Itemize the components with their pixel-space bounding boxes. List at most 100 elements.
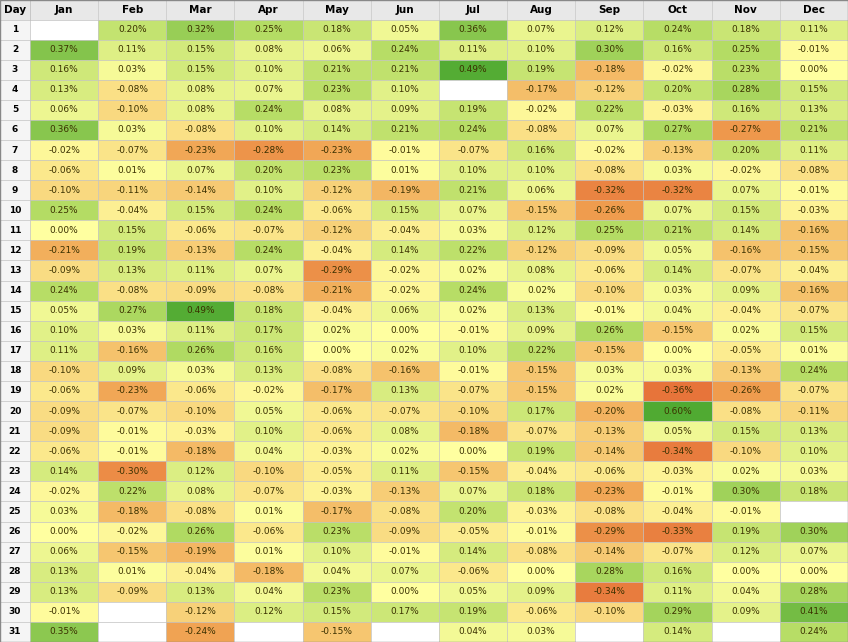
- Bar: [711, 261, 780, 281]
- Text: 0.15%: 0.15%: [731, 206, 760, 215]
- Bar: [371, 521, 439, 542]
- Bar: [507, 60, 575, 80]
- Text: -0.34%: -0.34%: [661, 447, 694, 456]
- Bar: [30, 602, 98, 622]
- Text: -0.07%: -0.07%: [457, 386, 489, 395]
- Bar: [303, 300, 371, 321]
- Text: 0.00%: 0.00%: [663, 346, 692, 355]
- Bar: [166, 100, 235, 120]
- Bar: [98, 19, 166, 40]
- Text: -0.01%: -0.01%: [457, 326, 489, 335]
- Bar: [371, 120, 439, 140]
- Bar: [439, 120, 507, 140]
- Bar: [166, 622, 235, 642]
- Text: -0.18%: -0.18%: [457, 427, 489, 436]
- Text: 0.15%: 0.15%: [118, 226, 147, 235]
- Bar: [780, 461, 848, 482]
- Text: 18: 18: [8, 367, 21, 376]
- Bar: [711, 482, 780, 501]
- Text: -0.04%: -0.04%: [389, 226, 421, 235]
- Bar: [166, 602, 235, 622]
- Bar: [98, 160, 166, 180]
- Bar: [30, 401, 98, 421]
- Text: 0.22%: 0.22%: [459, 246, 488, 255]
- Bar: [98, 261, 166, 281]
- Text: 0.04%: 0.04%: [459, 627, 488, 636]
- Bar: [644, 461, 711, 482]
- Bar: [303, 240, 371, 261]
- Bar: [98, 461, 166, 482]
- Bar: [303, 482, 371, 501]
- Text: -0.10%: -0.10%: [457, 406, 489, 415]
- Bar: [235, 381, 303, 401]
- Bar: [644, 341, 711, 361]
- Bar: [0, 441, 30, 461]
- Bar: [371, 261, 439, 281]
- Text: 0.10%: 0.10%: [527, 45, 555, 54]
- Text: 0.60%: 0.60%: [663, 406, 692, 415]
- Text: -0.18%: -0.18%: [184, 447, 216, 456]
- Text: 19: 19: [8, 386, 21, 395]
- Text: 0.06%: 0.06%: [322, 45, 351, 54]
- Text: 27: 27: [8, 547, 21, 556]
- Bar: [711, 521, 780, 542]
- Bar: [507, 281, 575, 300]
- Text: 0.03%: 0.03%: [800, 467, 828, 476]
- Bar: [30, 361, 98, 381]
- Bar: [507, 501, 575, 521]
- Bar: [166, 562, 235, 582]
- Text: 0.04%: 0.04%: [254, 587, 283, 596]
- Bar: [303, 421, 371, 441]
- Text: -0.16%: -0.16%: [798, 286, 830, 295]
- Text: -0.26%: -0.26%: [730, 386, 762, 395]
- Text: -0.09%: -0.09%: [389, 527, 421, 536]
- Text: 2: 2: [12, 45, 18, 54]
- Bar: [235, 160, 303, 180]
- Bar: [575, 19, 644, 40]
- Text: -0.03%: -0.03%: [184, 427, 216, 436]
- Bar: [644, 40, 711, 60]
- Bar: [507, 80, 575, 100]
- Bar: [575, 40, 644, 60]
- Text: 14: 14: [8, 286, 21, 295]
- Text: -0.06%: -0.06%: [253, 527, 285, 536]
- Text: 12: 12: [8, 246, 21, 255]
- Bar: [644, 441, 711, 461]
- Text: -0.07%: -0.07%: [798, 306, 830, 315]
- Bar: [235, 421, 303, 441]
- Text: -0.21%: -0.21%: [321, 286, 353, 295]
- Text: -0.26%: -0.26%: [594, 206, 625, 215]
- Text: 0.18%: 0.18%: [731, 25, 760, 34]
- Text: Jan: Jan: [55, 4, 73, 15]
- Text: 0.16%: 0.16%: [663, 568, 692, 577]
- Bar: [780, 401, 848, 421]
- Bar: [98, 421, 166, 441]
- Text: 0.03%: 0.03%: [50, 507, 79, 516]
- Bar: [439, 140, 507, 160]
- Bar: [166, 60, 235, 80]
- Text: 0.14%: 0.14%: [663, 266, 692, 275]
- Bar: [780, 602, 848, 622]
- Text: -0.02%: -0.02%: [48, 487, 80, 496]
- Text: -0.01%: -0.01%: [594, 306, 626, 315]
- Text: 3: 3: [12, 65, 18, 74]
- Text: 0.01%: 0.01%: [118, 166, 147, 175]
- Text: -0.01%: -0.01%: [661, 487, 694, 496]
- Text: -0.07%: -0.07%: [730, 266, 762, 275]
- Text: 0.18%: 0.18%: [800, 487, 828, 496]
- Text: 0.10%: 0.10%: [459, 346, 488, 355]
- Text: 0.14%: 0.14%: [322, 125, 351, 134]
- Bar: [166, 140, 235, 160]
- Bar: [166, 321, 235, 341]
- Bar: [711, 421, 780, 441]
- Text: 0.11%: 0.11%: [118, 45, 147, 54]
- Text: 0.24%: 0.24%: [254, 105, 283, 114]
- Text: -0.10%: -0.10%: [48, 186, 80, 195]
- Bar: [780, 341, 848, 361]
- Text: 0.16%: 0.16%: [254, 346, 283, 355]
- Bar: [439, 361, 507, 381]
- Bar: [711, 381, 780, 401]
- Text: 0.29%: 0.29%: [663, 607, 692, 616]
- Bar: [371, 300, 439, 321]
- Bar: [235, 240, 303, 261]
